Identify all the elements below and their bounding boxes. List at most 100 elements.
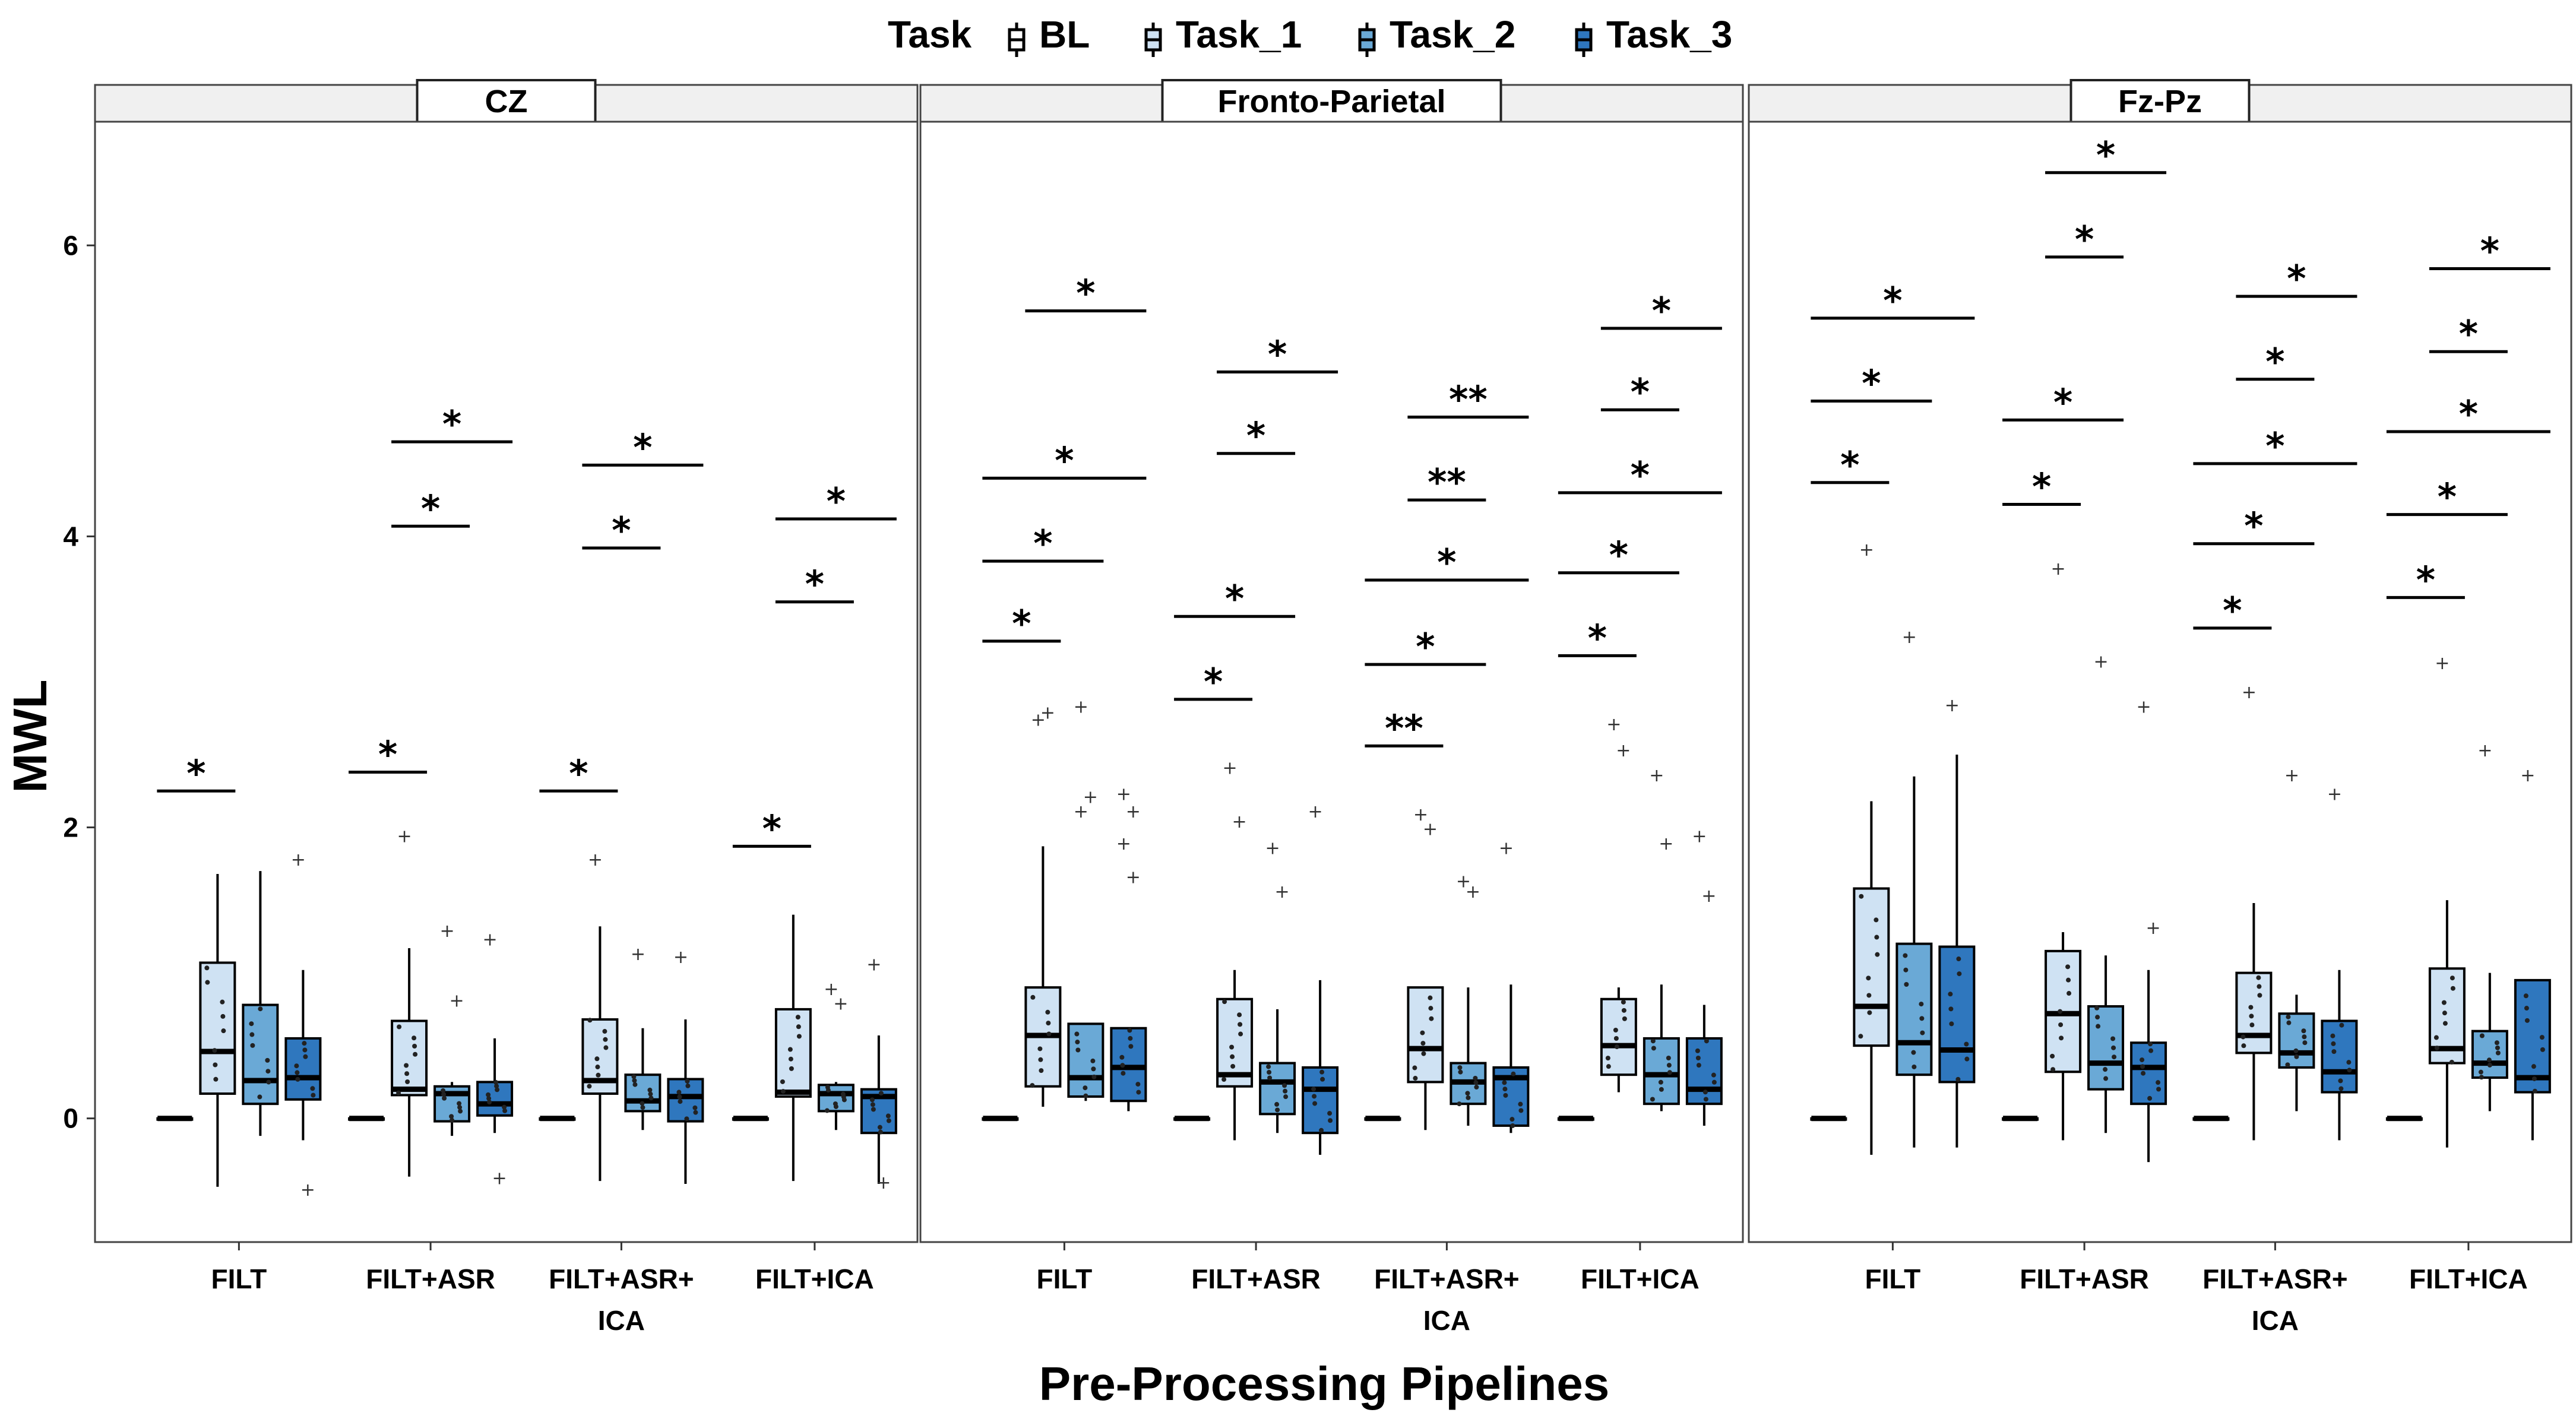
data-point <box>257 1094 262 1100</box>
significance-bar: * <box>775 563 854 606</box>
data-point <box>250 1043 255 1048</box>
data-point <box>1090 1058 1096 1063</box>
box-task-3: ++++ <box>1110 784 1147 1111</box>
box-task-2 <box>242 871 279 1136</box>
data-point <box>495 1087 500 1092</box>
data-point <box>1136 1089 1141 1095</box>
data-point <box>1319 1127 1324 1133</box>
significance-bar: * <box>349 733 428 776</box>
data-point <box>1238 1022 1243 1027</box>
data-point <box>1312 1094 1317 1099</box>
data-point <box>693 1110 698 1115</box>
data-point <box>2495 1045 2500 1050</box>
box-task-2: + <box>2471 740 2508 1111</box>
outlier-point: + <box>631 944 645 965</box>
significance-bar: * <box>982 439 1147 482</box>
box-bl <box>539 1116 576 1122</box>
data-point <box>1075 1040 1080 1045</box>
box-task-3: + <box>1302 802 1339 1155</box>
outlier-point: + <box>2435 653 2450 674</box>
outlier-point: + <box>1074 802 1088 822</box>
facet-panel-fz-pz: Fz-PzFILT+++***FILT+ASR++++****FILT+ASR+… <box>1748 79 2572 1336</box>
data-point <box>692 1105 698 1110</box>
data-point <box>302 1047 308 1053</box>
data-point <box>1127 1028 1132 1033</box>
significance-bar: ** <box>1407 461 1486 504</box>
significance-bar: * <box>2002 465 2081 509</box>
legend: Task BL Task_1 Task_2 Task_3 <box>888 13 1732 57</box>
data-point <box>684 1116 689 1122</box>
significance-bar: * <box>1217 414 1296 458</box>
strip-label: Fz-Pz <box>2118 84 2202 119</box>
data-point <box>2532 1088 2537 1094</box>
legend-label: Task_2 <box>1390 13 1515 56</box>
data-point <box>594 1056 600 1062</box>
box-task-3: + <box>1492 838 1530 1133</box>
data-point <box>2147 1095 2153 1101</box>
significance-bar: * <box>982 602 1061 645</box>
box-task-3: + <box>667 947 704 1184</box>
box-body <box>2278 1012 2315 1069</box>
pipeline-group: FILT+ICA+++***** <box>2385 230 2551 1294</box>
significance-bar: ** <box>1365 707 1444 750</box>
data-point <box>2450 986 2455 991</box>
data-point <box>2141 1070 2146 1076</box>
strip-label: Fronto-Parietal <box>1217 84 1445 119</box>
data-point <box>2156 1080 2161 1085</box>
legend-key-bl: BL <box>1008 13 1090 57</box>
pipeline-group: FILT++ +++++++**** <box>982 272 1147 1294</box>
significance-bar: * <box>1558 534 1679 577</box>
outlier-point: + <box>1223 758 1238 779</box>
data-point <box>1613 1027 1618 1032</box>
significance-bar: * <box>2045 134 2167 177</box>
x-tick-label: ICA <box>598 1305 645 1336</box>
legend-label: Task_1 <box>1176 13 1302 56</box>
significance-bar: * <box>1558 616 1637 660</box>
data-point <box>1030 994 1036 1000</box>
box-bl <box>2192 1116 2230 1122</box>
data-point <box>1222 999 1227 1005</box>
outlier-point: + <box>876 1173 891 1193</box>
significance-label: * <box>1437 541 1456 584</box>
data-point <box>2441 1000 2447 1005</box>
strip-label: CZ <box>485 84 528 119</box>
data-point <box>1650 1097 1655 1102</box>
data-point <box>1083 1093 1088 1098</box>
data-point <box>2286 1020 2292 1025</box>
data-point <box>1119 1054 1125 1060</box>
significance-label: * <box>2223 589 2242 632</box>
box-task-1: ++ <box>1216 758 1254 1141</box>
data-point <box>441 1088 446 1093</box>
significance-label: * <box>805 563 824 606</box>
data-point <box>2257 984 2262 989</box>
outlier-point: + <box>440 921 455 942</box>
data-point <box>2286 1014 2291 1019</box>
data-point <box>825 1085 830 1090</box>
significance-label: * <box>442 403 461 446</box>
data-point <box>1230 1063 1236 1069</box>
x-tick-label: FILT+ASR <box>1191 1263 1321 1294</box>
box-body <box>1110 1027 1147 1103</box>
data-point <box>487 1100 492 1105</box>
data-point <box>2539 1035 2545 1040</box>
outlier-point: + <box>2146 918 2161 939</box>
data-point <box>1502 1080 1507 1085</box>
significance-label: * <box>1840 444 1859 487</box>
data-point <box>1911 1050 1916 1055</box>
outlier-point: + <box>2137 697 2151 718</box>
significance-bar: * <box>2429 312 2508 356</box>
box-body <box>1853 887 1890 1047</box>
pipeline-group: FILT+ASR++++**** <box>2002 134 2167 1294</box>
data-point <box>678 1099 683 1104</box>
pipeline-group: FILT++* <box>156 752 322 1294</box>
significance-bar: * <box>2193 505 2315 548</box>
y-tick-label: 4 <box>63 521 78 552</box>
y-tick-label: 2 <box>63 812 78 843</box>
data-point <box>397 1024 402 1030</box>
data-point <box>1091 1074 1097 1079</box>
significance-bar: * <box>1811 362 1932 406</box>
outlier-point: + <box>1423 819 1438 840</box>
outlier-point: + <box>1265 838 1280 859</box>
data-point <box>441 1092 447 1097</box>
data-point <box>1955 1076 1961 1082</box>
